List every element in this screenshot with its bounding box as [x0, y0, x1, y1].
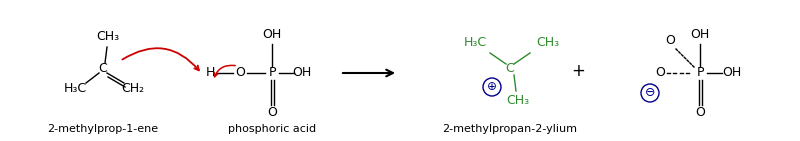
- Text: OH: OH: [722, 67, 742, 80]
- Text: 2-methylprop-1-ene: 2-methylprop-1-ene: [47, 124, 158, 134]
- Text: O: O: [655, 67, 665, 80]
- Text: CH₃: CH₃: [537, 37, 559, 49]
- Text: C: C: [506, 62, 514, 75]
- Text: 2-methylpropan-2-ylium: 2-methylpropan-2-ylium: [442, 124, 578, 134]
- Text: phosphoric acid: phosphoric acid: [228, 124, 316, 134]
- Text: C: C: [98, 62, 107, 75]
- Text: O: O: [235, 67, 245, 80]
- Text: P: P: [696, 67, 704, 80]
- Text: ⊖: ⊖: [645, 86, 655, 100]
- Text: OH: OH: [690, 28, 710, 41]
- Text: OH: OH: [262, 28, 282, 41]
- Text: H: H: [206, 67, 214, 80]
- Text: O: O: [267, 106, 277, 120]
- Text: H₃C: H₃C: [463, 37, 486, 49]
- Text: CH₂: CH₂: [122, 82, 145, 95]
- Text: CH₃: CH₃: [506, 94, 530, 107]
- Text: P: P: [268, 67, 276, 80]
- Text: OH: OH: [292, 67, 312, 80]
- Text: ⊕: ⊕: [487, 81, 497, 93]
- Text: CH₃: CH₃: [97, 30, 119, 44]
- Text: H₃C: H₃C: [63, 82, 86, 95]
- Text: O: O: [695, 106, 705, 120]
- Text: +: +: [571, 62, 585, 80]
- Text: O: O: [665, 35, 675, 48]
